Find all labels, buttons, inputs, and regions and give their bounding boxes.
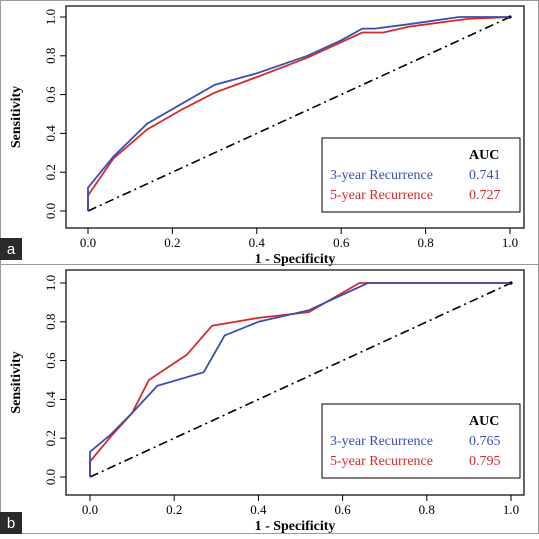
panel-a-y-tick-label: 1.0 bbox=[43, 9, 58, 25]
panel-b-y-tick-label: 1.0 bbox=[43, 275, 58, 291]
panel-a-legend-box bbox=[321, 137, 521, 213]
panel-b-legend-label-5yr: 5-year Recurrence bbox=[330, 454, 433, 469]
panel-a-x-tick-label: 0.8 bbox=[417, 235, 433, 250]
panel-a-panel-tag-box bbox=[0, 238, 22, 260]
panel-b-x-tick-label: 0.0 bbox=[82, 502, 98, 517]
panel-b-x-tick-label: 0.4 bbox=[250, 502, 267, 517]
panel-a-panel-tag-label: a bbox=[7, 241, 16, 258]
panel-b-reference-diagonal-line bbox=[89, 282, 512, 478]
panel-b-plot-frame bbox=[65, 269, 525, 496]
panel-a-y-axis-title: Sensitivity bbox=[9, 86, 24, 148]
panel-a-y-tick-label: 0.6 bbox=[43, 86, 58, 103]
panel-a-x-axis-title: 1 - Specificity bbox=[255, 252, 336, 267]
panel-b-y-tick-label: 0.0 bbox=[43, 469, 58, 485]
panel-b-panel-tag-label: b bbox=[7, 515, 15, 532]
panel-b-y-tick-label: 0.8 bbox=[43, 314, 58, 330]
panel-a-reference-diagonal-line bbox=[87, 16, 511, 212]
panel-a-y-tick-label: 0.8 bbox=[43, 48, 58, 64]
panel-a-x-tick-label: 0.4 bbox=[249, 235, 266, 250]
panel-a-legend-auc-3yr: 0.741 bbox=[469, 168, 501, 183]
panel-b-y-tick-label: 0.2 bbox=[43, 430, 58, 446]
panel-b-y-tick-label: 0.4 bbox=[43, 391, 58, 408]
panel-b-x-tick-label: 0.8 bbox=[419, 502, 435, 517]
panel-b-legend-header: AUC bbox=[469, 414, 499, 429]
panel-b-legend-box bbox=[321, 403, 521, 479]
panel-a-legend-header: AUC bbox=[469, 148, 499, 163]
panel-a-y-tick-label: 0.0 bbox=[43, 203, 58, 219]
panel-a-series-line-5yr bbox=[87, 16, 511, 211]
panel-b-y-axis-title: Sensitivity bbox=[9, 351, 24, 413]
panel-a-x-tick-label: 0.2 bbox=[164, 235, 180, 250]
panel-b-x-axis-title: 1 - Specificity bbox=[255, 519, 336, 534]
panel-b-legend-label-3yr: 3-year Recurrence bbox=[330, 434, 433, 449]
panel-b-x-tick-label: 0.2 bbox=[166, 502, 182, 517]
panel-a-series-line-3yr bbox=[87, 16, 510, 211]
panel-a-x-tick-label: 1.0 bbox=[502, 235, 518, 250]
panel-b-series-line-3yr bbox=[89, 282, 511, 477]
panel-b-x-tick-label: 1.0 bbox=[503, 502, 519, 517]
panel-a-y-tick-label: 0.2 bbox=[43, 164, 58, 180]
panel-a-legend-label-5yr: 5-year Recurrence bbox=[330, 188, 433, 203]
panel-a-legend-label-3yr: 3-year Recurrence bbox=[330, 168, 433, 183]
panel-b-endpoint-marker bbox=[509, 281, 513, 285]
panel-b-panel-tag-box bbox=[0, 512, 22, 534]
panel-b-legend-auc-5yr: 0.795 bbox=[469, 454, 501, 469]
panel-a-y-tick-label: 0.4 bbox=[43, 125, 58, 142]
panel-b-y-tick-label: 0.6 bbox=[43, 352, 58, 369]
panel-a-endpoint-marker bbox=[508, 15, 512, 19]
panel-a-x-tick-label: 0.0 bbox=[80, 235, 96, 250]
panel-b-x-tick-label: 0.6 bbox=[334, 502, 351, 517]
panel-a-legend-auc-5yr: 0.727 bbox=[469, 188, 501, 203]
panel-a-plot-frame bbox=[65, 5, 525, 229]
panel-b-legend-auc-3yr: 0.765 bbox=[469, 434, 501, 449]
panel-a-x-tick-label: 0.6 bbox=[333, 235, 350, 250]
